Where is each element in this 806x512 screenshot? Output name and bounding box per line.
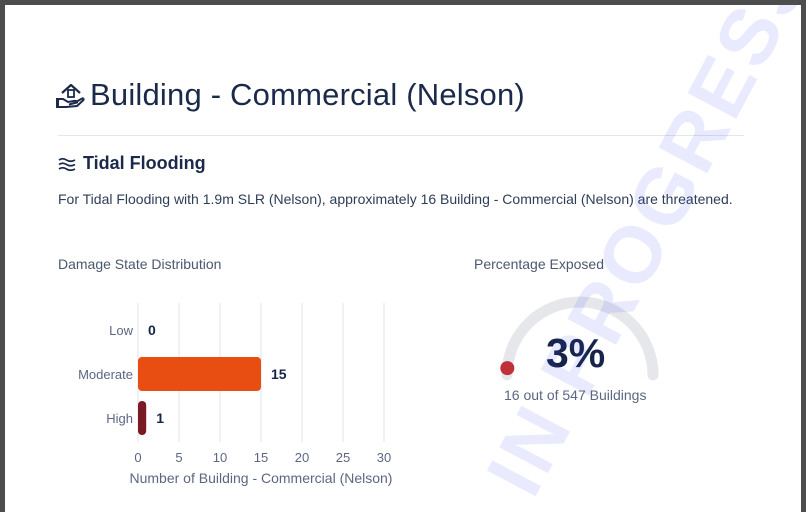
exposure-subtitle: 16 out of 547 Buildings [504,387,647,403]
damage-chart-label: Damage State Distribution [58,256,222,272]
exposure-percent: 3% [546,330,606,376]
exposure-label: Percentage Exposed [474,256,604,272]
section-title: Tidal Flooding [83,153,206,173]
bar-value-label: 15 [271,366,287,382]
category-label: High [106,411,133,426]
gauge-track [501,296,659,381]
header-divider [58,135,744,136]
x-tick-label: 15 [254,450,268,465]
x-tick-label: 30 [377,450,391,465]
bar-value-label: 0 [148,322,156,338]
bar [138,357,261,391]
bar [138,401,147,435]
section-header: Tidal Flooding [58,153,206,174]
building-hand-icon [56,83,85,108]
x-tick-label: 0 [134,450,141,465]
gauge-marker [500,361,515,376]
section-description: For Tidal Flooding with 1.9m SLR (Nelson… [58,191,733,207]
page-title: Building - Commercial (Nelson) [90,77,525,112]
x-tick-label: 5 [175,450,182,465]
x-axis-title: Number of Building - Commercial (Nelson) [130,470,393,486]
page-header: Building - Commercial (Nelson) [54,75,525,115]
x-tick-label: 10 [213,450,227,465]
waves-icon [58,157,76,171]
category-label: Moderate [78,367,133,382]
bar-value-label: 1 [156,410,164,426]
damage-state-chart: 0 5 10 15 20 25 30 Low 0 Moderate 15 High 1 Number of… [78,296,659,486]
x-tick-label: 25 [336,450,350,465]
report-page: Building - Commercial (Nelson) Tidal Flo… [5,5,801,512]
category-label: Low [109,323,133,338]
x-tick-label: 20 [295,450,309,465]
